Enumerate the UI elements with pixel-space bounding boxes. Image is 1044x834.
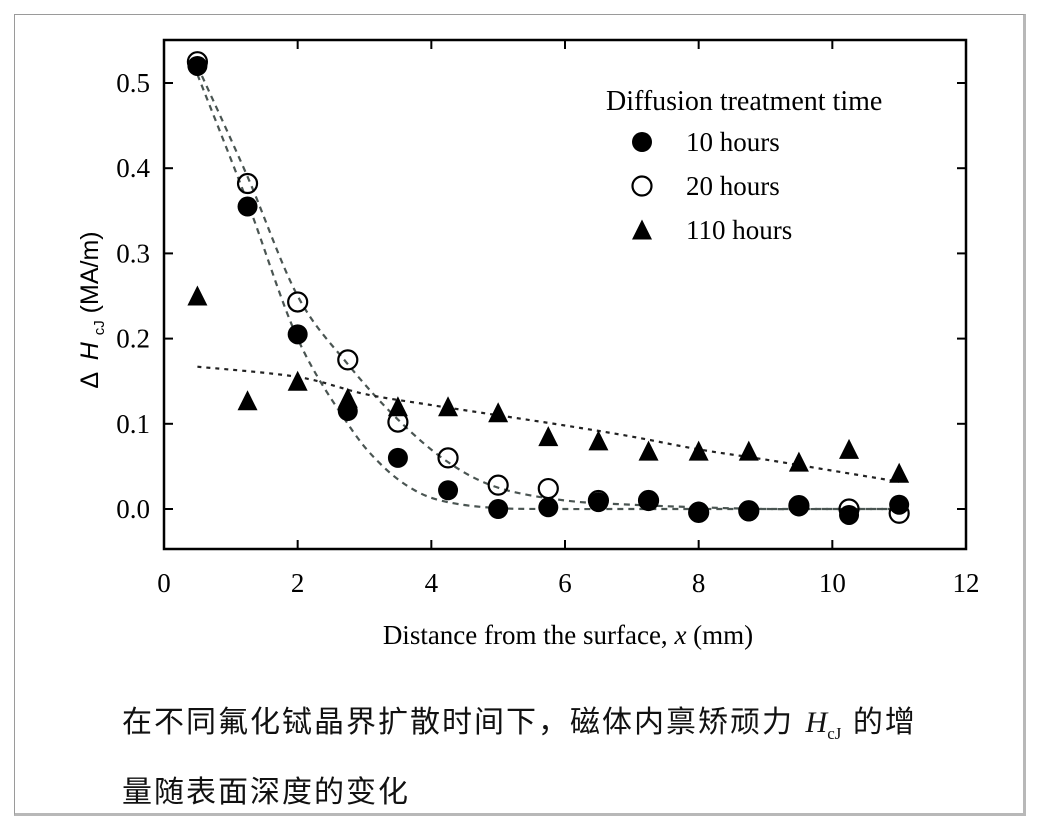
data-point-filled-triangle xyxy=(438,396,459,417)
data-point-open-circle xyxy=(287,291,309,313)
caption-symbol: HcJ xyxy=(805,706,842,743)
x-tick-label: 2 xyxy=(291,568,305,598)
data-point-open-circle xyxy=(637,489,660,512)
data-point-filled-circle xyxy=(638,490,659,511)
data-point-filled-triangle xyxy=(237,390,258,411)
figure-frame xyxy=(14,14,1026,816)
data-point-filled-circle xyxy=(187,55,208,76)
data-point-filled-circle xyxy=(287,324,308,345)
x-tick-label: 8 xyxy=(692,568,706,598)
data-point-open-circle xyxy=(337,349,359,371)
data-point-filled-triangle xyxy=(889,462,910,483)
x-tick-label: 4 xyxy=(425,568,439,598)
data-point-filled-circle xyxy=(237,196,258,217)
x-tick-label: 6 xyxy=(558,568,572,598)
data-point-filled-circle xyxy=(438,480,459,501)
x-axis-label-unit: (mm) xyxy=(686,620,753,650)
x-axis-label-main: Distance from the surface, xyxy=(383,620,675,650)
data-point-filled-circle xyxy=(488,499,509,519)
legend-marker-filled-triangle xyxy=(632,219,652,240)
data-point-filled-circle xyxy=(538,497,559,518)
data-point-open-circle xyxy=(838,498,860,520)
y-tick-label: 0.0 xyxy=(116,494,150,524)
fit-line xyxy=(196,65,900,511)
data-point-filled-triangle xyxy=(738,440,759,461)
data-point-open-circle xyxy=(738,500,760,522)
y-tick-label: 0.4 xyxy=(116,153,150,183)
data-point-filled-circle xyxy=(839,504,860,525)
x-tick-label: 10 xyxy=(819,568,846,598)
data-point-open-circle xyxy=(688,501,710,524)
y-axis-label-sub: cJ xyxy=(91,320,108,335)
data-point-open-circle xyxy=(587,489,610,512)
data-point-open-circle xyxy=(387,411,409,433)
data-point-filled-triangle xyxy=(387,396,408,417)
data-point-filled-circle xyxy=(387,447,408,468)
x-tick-label: 12 xyxy=(953,568,980,598)
x-axis-label: Distance from the surface, x (mm) xyxy=(383,620,753,650)
y-tick-label: 0.5 xyxy=(116,68,150,98)
data-markers xyxy=(186,51,910,525)
legend-label: 10 hours xyxy=(686,127,780,157)
y-axis-label-unit: (MA/m) xyxy=(76,231,104,313)
data-point-filled-circle xyxy=(688,501,709,522)
legend: Diffusion treatment time 10 hours 20 hour… xyxy=(606,86,882,245)
x-tick-label: 0 xyxy=(157,568,171,598)
legend-label: 110 hours xyxy=(686,215,792,245)
data-point-open-circle xyxy=(537,477,559,500)
caption-line-1: 在不同氟化铽晶界扩散时间下，磁体内禀矫顽力 HcJ 的增 xyxy=(122,697,917,744)
caption-line-1-prefix: 在不同氟化铽晶界扩散时间下，磁体内禀矫顽力 xyxy=(122,705,806,740)
data-point-filled-triangle xyxy=(538,426,559,447)
data-point-filled-circle xyxy=(738,501,759,522)
fit-line xyxy=(197,365,900,483)
x-axis-label-var: x xyxy=(673,620,686,650)
data-point-filled-circle xyxy=(788,496,809,517)
y-axis-label-var: H xyxy=(76,341,104,360)
y-tick-label: 0.1 xyxy=(116,409,150,439)
svg-text:Δ H cJ (MA/m: Δ H cJ (MA/m) xyxy=(76,231,110,388)
data-point-filled-triangle xyxy=(788,451,809,472)
data-point-filled-triangle xyxy=(187,285,208,306)
data-point-filled-triangle xyxy=(588,430,609,451)
data-point-open-circle xyxy=(487,474,509,496)
data-point-filled-triangle xyxy=(638,440,659,461)
data-point-filled-circle xyxy=(337,401,358,422)
y-axis-label-delta: Δ xyxy=(76,373,104,389)
data-point-filled-triangle xyxy=(287,370,308,391)
y-tick-label: 0.2 xyxy=(116,324,150,354)
data-point-open-circle xyxy=(437,447,459,469)
data-point-open-circle xyxy=(236,172,259,195)
y-axis-label: Δ H cJ (MA/m) xyxy=(76,231,110,388)
legend-marker-open-circle xyxy=(631,175,653,197)
legend-marker-filled-circle xyxy=(632,132,652,152)
data-point-filled-triangle xyxy=(688,440,709,461)
caption-line-1-suffix: 的增 xyxy=(841,705,917,740)
data-point-open-circle xyxy=(186,51,209,73)
data-point-filled-triangle xyxy=(839,438,860,459)
y-tick-label: 0.3 xyxy=(116,238,150,268)
chart: 0 2 4 6 8 10 12 0.0 0.1 0.2 0.3 0.4 0.5 Δ H cJ (MA/m… xyxy=(76,38,980,650)
data-point-filled-circle xyxy=(588,492,609,513)
data-point-open-circle xyxy=(788,494,810,517)
caption-line-2: 量随表面深度的变化 xyxy=(122,775,410,810)
legend-title: Diffusion treatment time xyxy=(606,86,882,117)
data-point-open-circle xyxy=(888,502,910,524)
caption-symbol-sub: cJ xyxy=(827,724,842,743)
legend-label: 20 hours xyxy=(686,171,780,201)
axis-ticks: 0 2 4 6 8 10 12 0.0 0.1 0.2 0.3 0.4 0.5 xyxy=(116,40,980,598)
data-point-filled-triangle xyxy=(488,402,509,423)
